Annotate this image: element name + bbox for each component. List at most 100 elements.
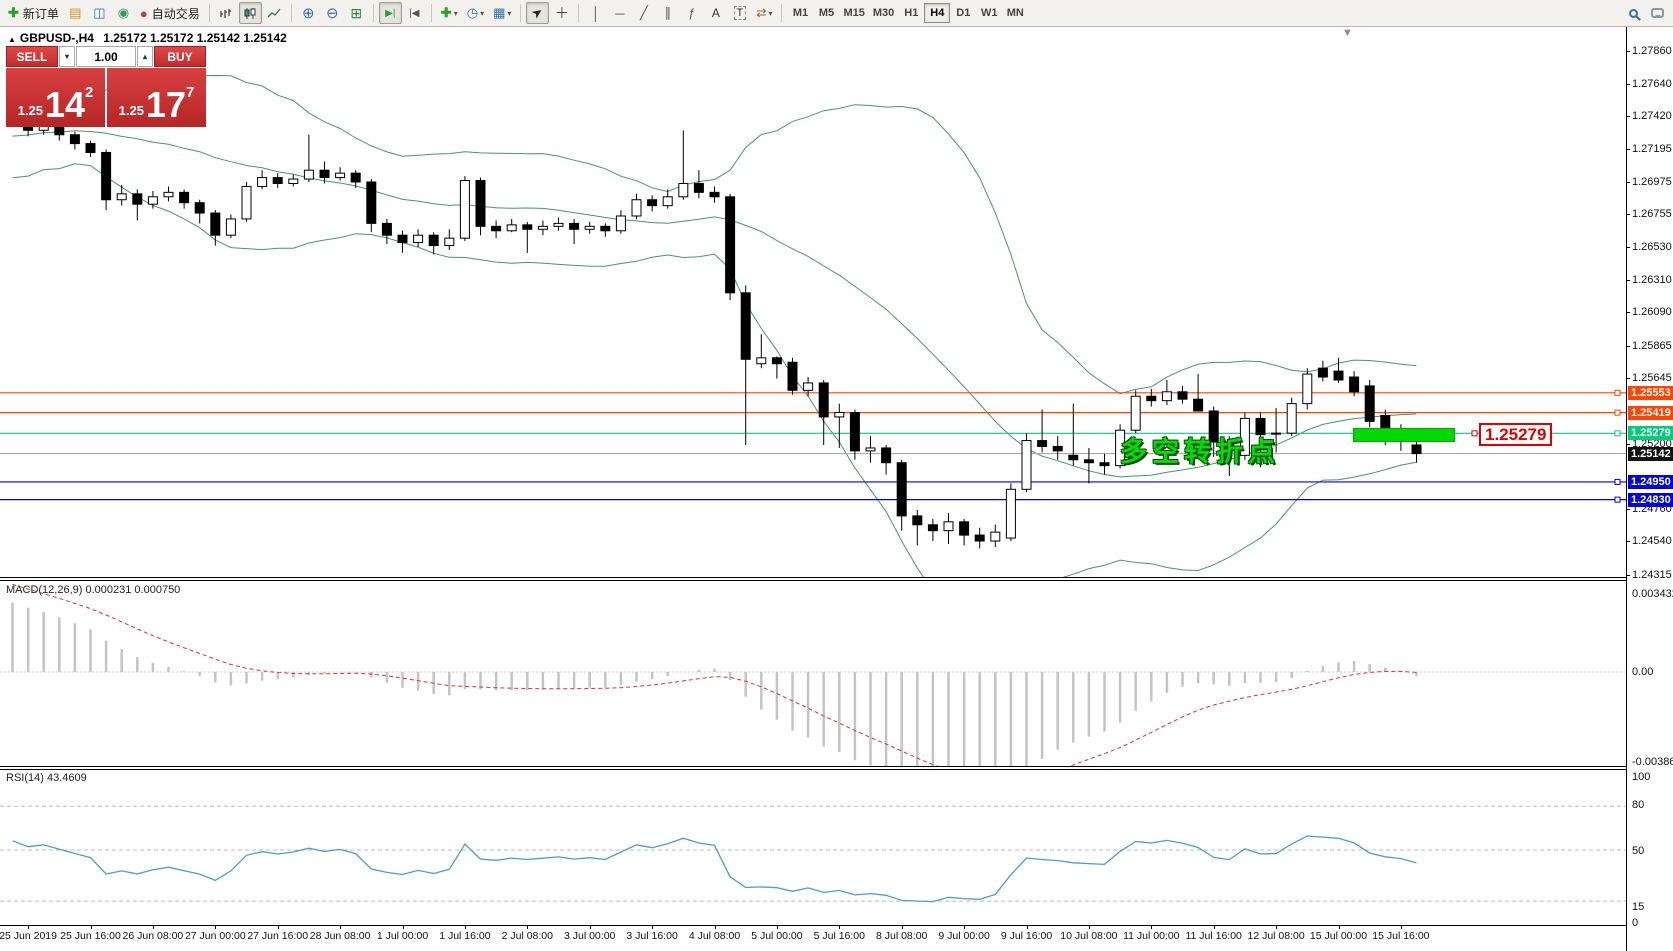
toolbar-separator: [430, 4, 432, 22]
timeframe-mn[interactable]: MN: [1006, 7, 1024, 19]
candle-body: [132, 193, 143, 205]
template-icon: ▦: [493, 5, 506, 20]
one-click-trading-panel: SELL ▾ ▴ BUY 1.25 14 2 1.25 17 7: [6, 46, 206, 127]
timeframe-m30[interactable]: M30: [872, 7, 895, 19]
sell-button[interactable]: SELL: [6, 46, 58, 67]
chinese-annotation-text[interactable]: 多空转折点: [1120, 437, 1280, 467]
zoom-out-button[interactable]: ⊖: [321, 2, 344, 24]
buy-price-button[interactable]: 1.25 17 7: [107, 68, 206, 127]
timeframe-h1[interactable]: H1: [904, 7, 919, 19]
chart-shift-button[interactable]: |◀: [403, 2, 426, 24]
new-order-button[interactable]: ✚ 新订单: [4, 2, 63, 24]
timeframe-m5[interactable]: M5: [818, 7, 835, 19]
time-axis-label: 3 Jul 16:00: [626, 930, 678, 942]
periods-button[interactable]: ◷ ▾: [463, 2, 488, 24]
line-endpoint-handle: [1614, 496, 1621, 503]
crosshair-button[interactable]: ＋: [550, 2, 573, 24]
candle-body: [990, 531, 1001, 542]
time-axis-tick: [839, 925, 841, 929]
market-watch-button[interactable]: ▤: [64, 2, 87, 24]
panel-separator[interactable]: [0, 766, 1626, 770]
price-tag-label: 1.25279: [1628, 426, 1673, 441]
text-label-button[interactable]: T: [728, 2, 751, 24]
price-tick-label: 1.26530: [1627, 241, 1672, 254]
timeframe-w1[interactable]: W1: [981, 7, 998, 19]
horizontal-line-button[interactable]: ─: [608, 2, 631, 24]
bar-chart-icon: [220, 8, 231, 18]
zoom-out-icon: ⊖: [326, 5, 339, 22]
search-button[interactable]: [1622, 2, 1645, 24]
candle-body: [662, 196, 673, 207]
sell-price-button[interactable]: 1.25 14 2: [6, 68, 105, 127]
bollinger-upper-band: [12, 74, 1417, 395]
templates-button[interactable]: ▦ ▾: [489, 2, 515, 24]
toolbar-separator: [290, 4, 292, 22]
sell-price-big: 14: [44, 84, 85, 125]
clock-icon: ◷: [466, 5, 479, 20]
cursor-button[interactable]: ➤: [526, 2, 550, 24]
chart-shift-marker-icon[interactable]: ▼: [1342, 27, 1353, 39]
macd-axis-label: 0.00: [1632, 666, 1654, 678]
price-callout-label[interactable]: 1.25279: [1479, 423, 1553, 446]
time-axis-tick: [1026, 925, 1028, 929]
rsi-axis-label: 15: [1632, 901, 1645, 913]
volume-input[interactable]: [76, 46, 136, 67]
timeframe-m15[interactable]: M15: [843, 7, 865, 19]
auto-scroll-button[interactable]: ▶|: [378, 2, 402, 24]
line-chart-button[interactable]: [263, 2, 286, 24]
timeframe-m1[interactable]: M1: [792, 7, 809, 19]
candle-body: [569, 222, 580, 230]
price-axis[interactable]: 1.27860 1.27640 1.27420 1.27195 1.26975 1.267…: [1626, 27, 1673, 951]
candle-body: [163, 191, 174, 198]
main-chart-canvas[interactable]: [0, 28, 1626, 577]
green-rectangle-annotation[interactable]: [1353, 428, 1455, 442]
time-axis-tick: [652, 925, 654, 929]
candlestick-chart-button[interactable]: [238, 2, 262, 24]
price-tick-label: 1.25865: [1627, 339, 1672, 352]
arrows-button[interactable]: ⇄ ▾: [752, 2, 776, 24]
auto-trading-button[interactable]: ● 自动交易: [136, 2, 204, 24]
candle-body: [1255, 417, 1266, 436]
time-axis[interactable]: 25 Jun 2019 25 Jun 16:00 26 Jun 08:00 27 Ju…: [0, 925, 1626, 951]
auto-scroll-icon: ▶|: [385, 7, 396, 19]
chat-button[interactable]: [1646, 2, 1669, 24]
panel-separator[interactable]: [0, 577, 1626, 581]
bar-chart-button[interactable]: [215, 2, 238, 24]
time-axis-label: 15 Jul 16:00: [1372, 930, 1430, 942]
crosshair-icon: ＋: [554, 5, 569, 21]
chart-shift-icon: |◀: [409, 7, 420, 19]
price-tick-label: 1.26755: [1627, 208, 1672, 221]
text-button[interactable]: A: [704, 2, 727, 24]
trendline-button[interactable]: ╱: [632, 2, 655, 24]
candle-body: [974, 534, 985, 542]
candle-body: [459, 180, 470, 239]
fibonacci-button[interactable]: ƒ: [680, 2, 703, 24]
buy-button[interactable]: BUY: [154, 46, 206, 67]
vertical-line-button[interactable]: │: [584, 2, 607, 24]
candle-body: [849, 411, 860, 452]
time-axis-tick: [901, 925, 903, 929]
toolbar-separator: [372, 4, 374, 22]
chart-title: ▲ GBPUSD-,H4 1.25172 1.25172 1.25142 1.25…: [8, 31, 287, 45]
collapse-panel-icon[interactable]: ▲: [8, 35, 16, 44]
indicators-button[interactable]: ✚ ▾: [437, 2, 462, 24]
timeframe-h4[interactable]: H4: [924, 3, 951, 23]
time-axis-tick: [776, 925, 778, 929]
candle-body: [522, 224, 533, 230]
time-axis-label: 1 Jul 00:00: [376, 930, 429, 942]
candle-body: [1177, 391, 1188, 400]
candle-body: [709, 191, 720, 198]
zoom-in-button[interactable]: ⊕: [297, 2, 320, 24]
navigator-button[interactable]: ◉: [112, 2, 135, 24]
timeframe-d1[interactable]: D1: [956, 7, 971, 19]
candle-body: [397, 234, 408, 244]
data-window-button[interactable]: ◫: [88, 2, 111, 24]
macd-panel-canvas[interactable]: [0, 581, 1626, 766]
tile-windows-button[interactable]: ⊞: [345, 2, 368, 24]
channel-button[interactable]: ∥: [656, 2, 679, 24]
volume-up-button[interactable]: ▴: [137, 46, 153, 67]
horizontal-line-icon: ─: [615, 5, 625, 21]
rsi-panel-canvas[interactable]: [0, 770, 1626, 925]
volume-down-button[interactable]: ▾: [59, 46, 75, 67]
candle-body: [600, 225, 611, 232]
